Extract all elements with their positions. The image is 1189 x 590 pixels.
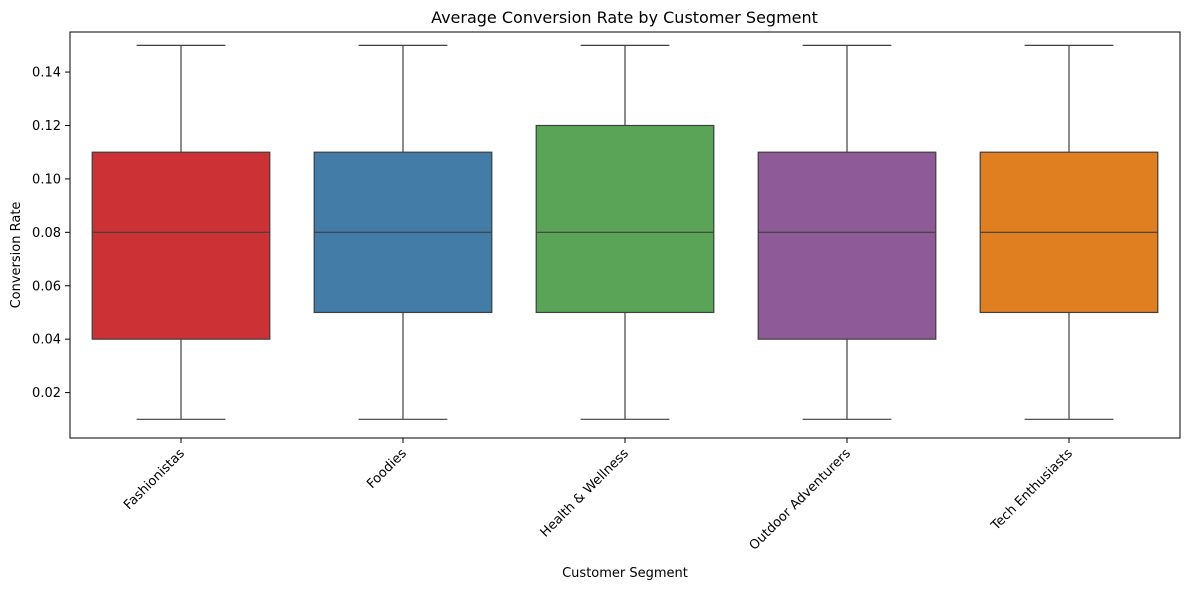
x-tick-label: Health & Wellness xyxy=(538,446,632,540)
plot-area xyxy=(91,44,1159,420)
x-tick-label: Foodies xyxy=(364,446,410,492)
y-tick-label: 0.06 xyxy=(32,279,61,294)
y-tick-label: 0.10 xyxy=(32,172,61,187)
box-tech-enthusiasts xyxy=(979,44,1159,420)
y-axis-label: Conversion Rate xyxy=(9,202,24,309)
y-tick-label: 0.14 xyxy=(32,66,61,81)
iqr-box xyxy=(91,151,271,340)
x-axis-label: Customer Segment xyxy=(562,566,688,581)
box-outdoor-adventurers xyxy=(757,44,937,420)
y-tick-label: 0.02 xyxy=(32,386,61,401)
iqr-box xyxy=(757,151,937,340)
box-foodies xyxy=(313,44,493,420)
box-health-wellness xyxy=(535,44,715,420)
x-tick-label: Outdoor Adventurers xyxy=(747,446,854,553)
y-tick-label: 0.04 xyxy=(32,333,61,348)
box-fashionistas xyxy=(91,44,271,420)
x-tick-label: Tech Enthusiasts xyxy=(988,446,1076,534)
chart-title: Average Conversion Rate by Customer Segm… xyxy=(431,8,818,27)
iqr-box xyxy=(535,124,715,314)
y-tick-label: 0.08 xyxy=(32,226,61,241)
y-tick-label: 0.12 xyxy=(32,119,61,134)
x-tick-label: Fashionistas xyxy=(121,446,188,513)
